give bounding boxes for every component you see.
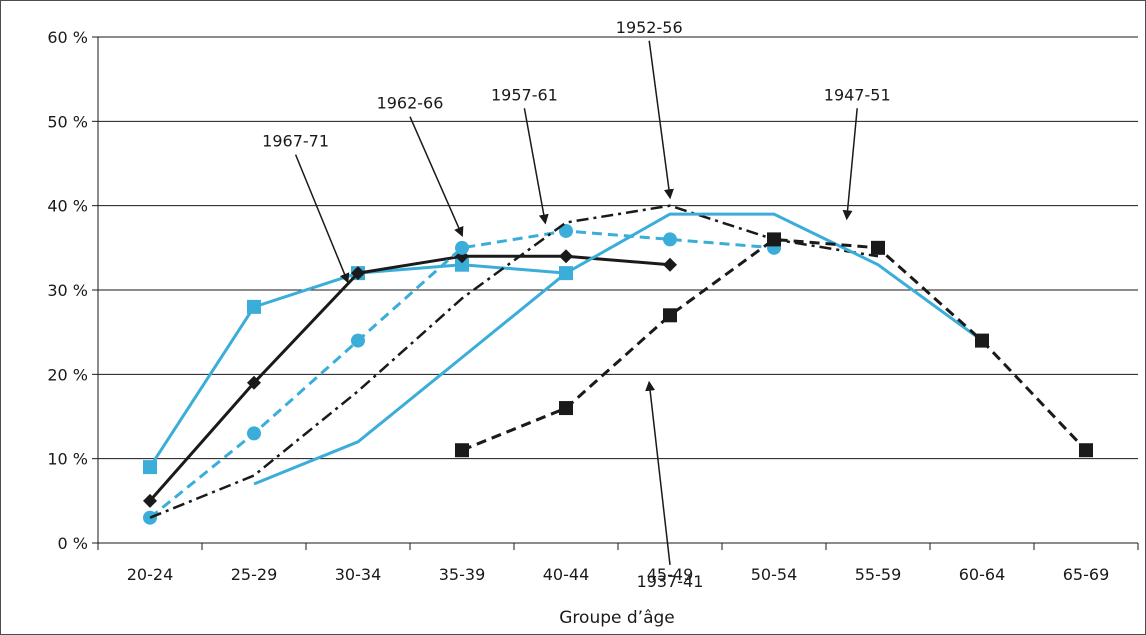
y-tick-label: 50 % (47, 112, 88, 131)
data-point-1962-66 (247, 375, 261, 390)
annotation-arrow-1947-51 (842, 108, 858, 221)
data-point-1937-41 (663, 308, 677, 323)
series-1947-51 (253, 212, 983, 486)
data-point-1967-71 (247, 299, 261, 314)
data-point-1962-66 (143, 493, 157, 508)
series-lines (143, 204, 1093, 525)
data-point-1957-61 (247, 426, 261, 441)
y-tick-label: 10 % (47, 450, 88, 469)
y-tick-label: 60 % (47, 28, 88, 47)
data-point-1962-66 (663, 257, 677, 272)
annotation-arrow-1952-56 (648, 40, 674, 200)
data-point-1957-61 (663, 232, 677, 247)
y-tick-label: 30 % (47, 281, 88, 300)
data-point-1957-61 (559, 223, 573, 238)
data-point-1937-41 (871, 240, 885, 255)
series-line-1952-56 (149, 204, 879, 519)
x-tick-label: 50-54 (751, 565, 798, 584)
annotation-arrow-1962-66 (409, 116, 464, 238)
x-tick-label: 40-44 (543, 565, 590, 584)
x-tick-label: 45-49 (647, 565, 694, 584)
x-tick-label: 25-29 (231, 565, 278, 584)
y-tick-label: 0 % (58, 534, 88, 553)
axes: 0 % 10 % 20 % 30 % 40 % 50 % 60 % 20-24 25-29 30-… (47, 28, 1139, 584)
data-point-1937-41 (975, 333, 989, 348)
annotation-label-1967-71: 1967-71 (262, 132, 329, 151)
annotation-arrow-1937-41 (645, 380, 671, 565)
y-tick-label: 20 % (47, 365, 88, 384)
data-point-1937-41 (1079, 443, 1093, 458)
series-1937-41 (455, 232, 1093, 458)
data-point-1962-66 (559, 249, 573, 264)
x-tick-label: 60-64 (959, 565, 1006, 584)
annotation-label-1957-61: 1957-61 (491, 85, 558, 104)
annotation-arrow-1967-71 (294, 154, 350, 284)
x-tick-label: 35-39 (439, 565, 486, 584)
x-tick-label: 65-69 (1063, 565, 1110, 584)
series-1962-66 (143, 249, 677, 508)
annotation-label-1937-41: 1937-41 (637, 572, 704, 591)
y-tick-label: 40 % (47, 197, 88, 216)
data-point-1937-41 (559, 401, 573, 416)
gridlines (98, 36, 1138, 460)
data-point-1962-66 (351, 266, 365, 281)
data-point-1967-71 (143, 460, 157, 475)
x-axis-title: Groupe d’âge (559, 608, 674, 628)
series-line-1967-71 (148, 263, 567, 468)
series-1952-56 (149, 204, 879, 519)
data-point-1957-61 (351, 333, 365, 348)
series-line-1962-66 (148, 254, 671, 502)
data-point-1967-71 (455, 257, 469, 272)
data-point-1957-61 (455, 240, 469, 255)
series-line-1947-51 (253, 212, 983, 486)
x-tick-label: 30-34 (335, 565, 382, 584)
annotation-label-1962-66: 1962-66 (377, 94, 444, 113)
annotation-label-1947-51: 1947-51 (824, 85, 891, 104)
annotation-label-1952-56: 1952-56 (616, 18, 683, 37)
data-point-1937-41 (767, 232, 781, 247)
annotations: 1967-71 1962-66 1957-61 1952-56 1947-51 1937-… (262, 18, 890, 591)
x-tick-label: 20-24 (127, 565, 174, 584)
data-point-1937-41 (455, 443, 469, 458)
x-tick-label: 55-59 (855, 565, 902, 584)
annotation-arrow-1957-61 (523, 108, 549, 225)
